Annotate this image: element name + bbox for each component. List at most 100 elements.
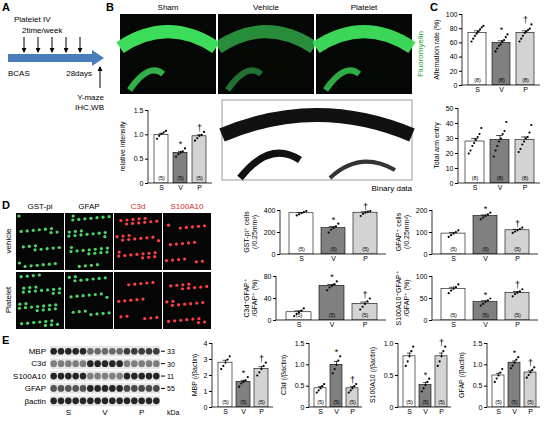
svg-text:C3d: C3d: [31, 359, 46, 368]
svg-text:Total arm entry: Total arm entry: [433, 122, 441, 169]
svg-text:*: *: [242, 368, 246, 378]
svg-text:(5): (5): [450, 312, 457, 318]
svg-text:S: S: [159, 184, 164, 191]
svg-text:*: *: [513, 348, 517, 358]
svg-text:200: 200: [416, 207, 428, 214]
svg-text:P: P: [528, 408, 533, 415]
svg-text:P: P: [363, 321, 368, 328]
svg-text:30: 30: [167, 361, 175, 368]
svg-text:*: *: [424, 370, 428, 380]
svg-text:(5): (5): [330, 246, 337, 252]
svg-text:0: 0: [140, 180, 144, 187]
svg-text:(5): (5): [196, 175, 203, 181]
svg-text:0: 0: [268, 317, 272, 324]
svg-text:GST-pi: GST-pi: [28, 202, 53, 211]
svg-text:GST-pi⁺ cells: GST-pi⁺ cells: [243, 211, 251, 253]
svg-text:(8): (8): [522, 77, 529, 83]
svg-text:†: †: [259, 354, 264, 364]
svg-text:Platelet: Platelet: [351, 3, 378, 12]
svg-text:βactin: βactin: [25, 397, 47, 406]
svg-text:40: 40: [264, 295, 272, 302]
svg-text:P: P: [259, 408, 264, 415]
svg-text:0: 0: [424, 251, 428, 258]
svg-text:D: D: [2, 199, 10, 211]
svg-text:Sham: Sham: [158, 3, 179, 12]
svg-text:(8): (8): [498, 77, 505, 83]
svg-text:*: *: [484, 290, 488, 300]
svg-text:S: S: [297, 321, 302, 328]
svg-text:(5): (5): [362, 246, 369, 252]
svg-text:20: 20: [446, 150, 454, 157]
svg-text:(8): (8): [497, 175, 504, 181]
svg-text:0: 0: [450, 180, 454, 187]
svg-text:80: 80: [450, 25, 458, 32]
svg-text:28days: 28days: [66, 69, 92, 78]
svg-text:C3d⁺GFAP⁺: C3d⁺GFAP⁺: [243, 278, 250, 317]
svg-text:4: 4: [204, 340, 208, 347]
svg-text:(5): (5): [438, 399, 445, 405]
svg-text:*: *: [330, 272, 334, 282]
svg-text:V: V: [512, 408, 517, 415]
svg-text:2time/week: 2time/week: [22, 26, 63, 35]
svg-text:0.5: 0.5: [295, 382, 305, 389]
svg-text:3: 3: [204, 356, 208, 363]
svg-text:GFAP: GFAP: [25, 384, 46, 393]
svg-text:/GFAP⁺ (%): /GFAP⁺ (%): [251, 279, 259, 316]
svg-text:0.5: 0.5: [384, 372, 394, 379]
svg-text:P: P: [363, 255, 368, 262]
svg-text:1.0: 1.0: [384, 340, 394, 347]
svg-text:V: V: [483, 255, 488, 262]
svg-text:V: V: [483, 321, 488, 328]
svg-text:S: S: [451, 321, 456, 328]
svg-text:(5): (5): [514, 246, 521, 252]
svg-text:V: V: [178, 184, 183, 191]
svg-text:P: P: [523, 86, 528, 93]
svg-text:(5): (5): [511, 399, 518, 405]
svg-text:80: 80: [264, 273, 272, 280]
svg-text:BCAS: BCAS: [8, 69, 30, 78]
svg-text:IHC,WB: IHC,WB: [75, 103, 104, 112]
svg-text:S100A10: S100A10: [171, 202, 204, 211]
svg-text:GFAP⁺ cells: GFAP⁺ cells: [395, 212, 402, 251]
svg-text:MBP (/βactin): MBP (/βactin): [191, 354, 199, 396]
svg-text:B: B: [106, 1, 114, 13]
svg-text:V: V: [330, 321, 335, 328]
svg-text:40: 40: [446, 120, 454, 127]
svg-text:†: †: [439, 338, 444, 348]
svg-text:*: *: [500, 25, 504, 35]
svg-text:Binary data: Binary data: [372, 184, 413, 193]
svg-text:Fluoromyelin: Fluoromyelin: [416, 31, 425, 77]
svg-text:/GFAP⁺ (%): /GFAP⁺ (%): [403, 279, 411, 316]
svg-text:†: †: [523, 15, 528, 25]
svg-text:(5): (5): [527, 399, 534, 405]
svg-text:(8): (8): [522, 175, 529, 181]
svg-text:11: 11: [167, 373, 174, 380]
svg-text:V: V: [498, 184, 503, 191]
svg-text:100: 100: [416, 273, 428, 280]
svg-text:(5): (5): [333, 399, 340, 405]
svg-text:(5): (5): [495, 399, 502, 405]
svg-text:P: P: [515, 255, 520, 262]
svg-text:P: P: [350, 408, 355, 415]
svg-text:20: 20: [450, 68, 458, 75]
svg-text:S: S: [223, 408, 228, 415]
svg-text:0: 0: [390, 404, 394, 411]
svg-text:S: S: [299, 255, 304, 262]
svg-text:(5): (5): [406, 399, 413, 405]
svg-text:†: †: [197, 123, 202, 133]
svg-text:(5): (5): [329, 312, 336, 318]
svg-text:†: †: [362, 290, 367, 300]
svg-text:Platelet: Platelet: [4, 286, 13, 313]
svg-text:†: †: [350, 375, 355, 385]
svg-text:S100A10⁺GFAP⁺: S100A10⁺GFAP⁺: [395, 270, 402, 325]
svg-text:0.5: 0.5: [134, 155, 144, 162]
svg-text:(5): (5): [450, 246, 457, 252]
svg-text:S: S: [318, 408, 323, 415]
svg-text:0: 0: [204, 404, 208, 411]
svg-text:(/0.25mm²): (/0.25mm²): [403, 215, 411, 249]
svg-text:*: *: [484, 204, 488, 214]
svg-text:0: 0: [424, 317, 428, 324]
svg-text:(5): (5): [177, 175, 184, 181]
svg-text:E: E: [2, 334, 9, 346]
svg-text:V: V: [423, 408, 428, 415]
